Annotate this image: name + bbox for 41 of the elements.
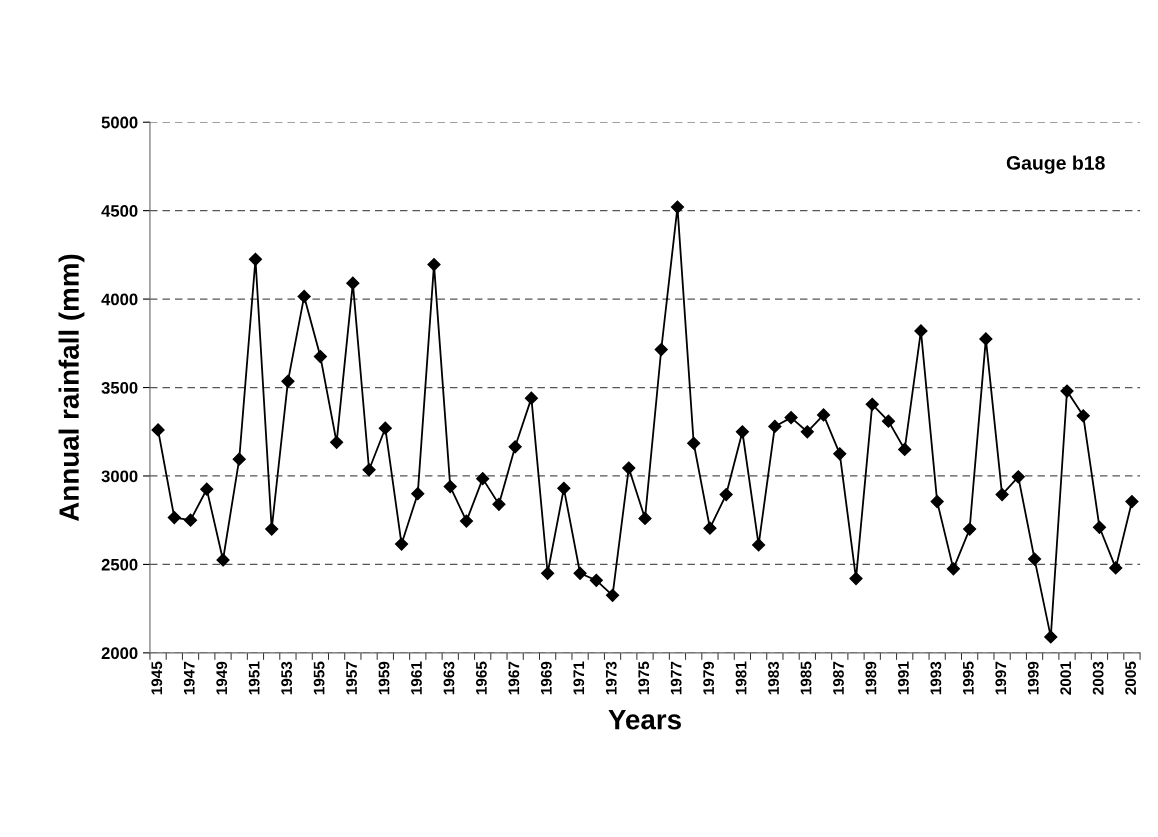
x-tick-label: 1977	[670, 661, 682, 695]
x-tick-label: 1981	[735, 661, 747, 695]
x-tick-label: 1949	[216, 661, 228, 695]
y-tick-label: 3000	[101, 470, 138, 483]
y-tick-label: 4000	[101, 293, 138, 306]
x-tick-label: 1969	[540, 661, 552, 695]
y-tick-label: 3500	[101, 381, 138, 394]
y-tick-label: 5000	[101, 116, 138, 129]
x-tick-label: 1999	[1027, 661, 1039, 695]
x-tick-label: 1975	[638, 661, 650, 695]
x-tick-label: 1963	[443, 661, 455, 695]
x-tick-label: 2005	[1125, 661, 1137, 695]
x-tick-label: 2001	[1060, 661, 1072, 695]
x-tick-label: 1987	[833, 661, 844, 695]
x-tick-label: 1965	[475, 661, 487, 695]
x-tick-label: 1945	[151, 661, 163, 695]
x-tick-label: 1997	[995, 661, 1007, 695]
x-tick-label: 1979	[703, 661, 715, 695]
x-tick-label: 1995	[962, 661, 974, 695]
x-tick-label: 1983	[768, 661, 779, 695]
x-tick-label: 1989	[865, 661, 877, 695]
x-tick-label: 1991	[897, 661, 909, 695]
x-tick-label: 1957	[346, 661, 357, 695]
x-tick-label: 1985	[800, 661, 812, 695]
x-tick-label: 1967	[508, 661, 520, 695]
x-tick-label: 2003	[1092, 661, 1104, 695]
x-tick-label: 1971	[573, 661, 585, 695]
y-axis-title: Annual rainfall (mm)	[58, 254, 85, 522]
annotation: Gauge b18	[1006, 155, 1105, 174]
x-tick-label: 1961	[411, 661, 422, 695]
x-tick-label: 1953	[281, 661, 293, 695]
y-tick-label: 2000	[101, 647, 138, 660]
x-tick-label: 1993	[930, 661, 942, 695]
x-tick-label: 1947	[183, 661, 195, 695]
x-tick-label: 1959	[378, 661, 390, 695]
x-tick-label: 1951	[248, 661, 260, 695]
y-tick-label: 4500	[101, 205, 138, 217]
x-axis-title: Years	[608, 710, 681, 730]
y-tick-label: 2500	[101, 558, 138, 571]
x-tick-label: 1973	[605, 661, 617, 695]
x-tick-label: 1955	[313, 661, 325, 695]
